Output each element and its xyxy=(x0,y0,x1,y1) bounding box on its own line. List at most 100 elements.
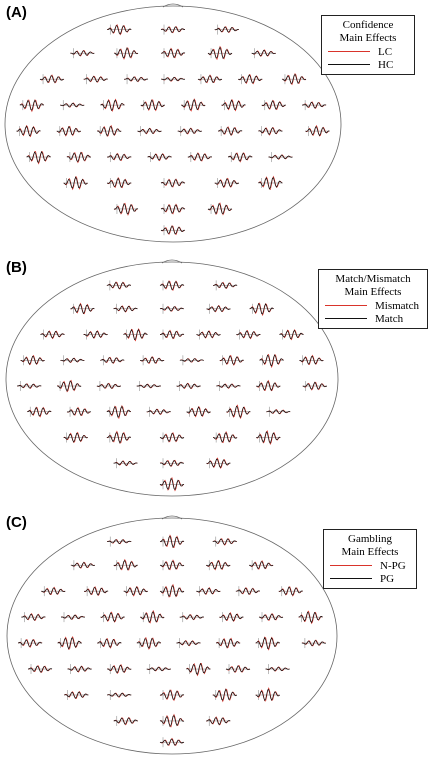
electrode-waveform xyxy=(160,74,186,85)
panel-b: (B) Match/Mismatch Main Effects Mismatch… xyxy=(0,255,445,505)
electrode-waveform xyxy=(113,47,139,60)
electrode-waveform xyxy=(20,354,45,366)
legend-swatch-red xyxy=(325,305,367,306)
electrode-waveform xyxy=(63,431,88,444)
electrode-waveform xyxy=(27,406,52,418)
legend-entry: LC xyxy=(328,45,408,58)
electrode-waveform xyxy=(159,303,185,314)
electrode-waveform xyxy=(177,126,202,137)
panel-a: (A) Confidence Main Effects LC HC xyxy=(0,0,445,250)
electrode-waveform xyxy=(100,611,125,623)
nose-outline xyxy=(162,3,184,8)
electrode-waveform xyxy=(123,328,148,342)
electrode-waveform xyxy=(186,662,211,677)
electrode-waveform xyxy=(139,355,165,366)
electrode-waveform xyxy=(259,353,284,369)
legend: Confidence Main Effects LC HC xyxy=(321,15,415,75)
electrode-waveform xyxy=(159,477,185,492)
electrode-waveform xyxy=(207,45,233,61)
electrode-waveform xyxy=(299,354,324,366)
electrode-waveform xyxy=(159,559,185,571)
electrode-waveform xyxy=(16,124,41,138)
electrode-waveform xyxy=(19,99,45,113)
electrode-waveform xyxy=(159,689,185,702)
electrode-waveform xyxy=(146,664,171,675)
head-outline xyxy=(4,5,342,243)
electrode-waveform xyxy=(258,175,283,191)
electrode-waveform xyxy=(235,586,261,597)
electrode-waveform xyxy=(197,74,223,85)
electrode-waveform xyxy=(159,583,185,598)
electrode-waveform xyxy=(159,534,185,549)
electrode-waveform xyxy=(251,48,276,59)
electrode-waveform xyxy=(266,406,291,417)
electrode-waveform xyxy=(83,586,109,597)
legend: Match/Mismatch Main Effects Mismatch Mat… xyxy=(318,269,428,329)
head-outline xyxy=(6,517,338,755)
head-outline xyxy=(5,261,339,497)
electrode-waveform xyxy=(66,406,92,417)
head-topomap-a xyxy=(4,3,342,243)
electrode-waveform xyxy=(146,406,171,417)
legend-entry-label: Match xyxy=(375,312,404,325)
electrode-waveform xyxy=(70,48,95,59)
electrode-waveform xyxy=(302,100,327,111)
electrode-waveform xyxy=(66,151,91,164)
electrode-waveform xyxy=(206,715,231,726)
electrode-waveform xyxy=(207,202,233,216)
electrode-waveform xyxy=(140,99,165,112)
electrode-waveform xyxy=(97,637,122,649)
legend-title-line: Match/Mismatch xyxy=(335,273,411,285)
electrode-waveform xyxy=(160,178,186,188)
electrode-waveform xyxy=(265,664,290,675)
electrode-waveform xyxy=(160,24,186,35)
legend-entry: HC xyxy=(328,58,408,71)
electrode-waveform xyxy=(56,125,82,137)
electrode-waveform xyxy=(123,585,148,597)
electrode-waveform xyxy=(106,280,132,291)
electrode-waveform xyxy=(39,74,65,85)
electrode-waveform xyxy=(56,379,82,393)
electrode-waveform xyxy=(206,457,231,469)
electrode-waveform xyxy=(258,612,284,623)
electrode-waveform xyxy=(159,329,185,340)
electrode-waveform xyxy=(196,329,221,340)
electrode-waveform xyxy=(60,355,85,366)
legend-entry: N-PG xyxy=(330,559,410,572)
electrode-waveform xyxy=(249,302,274,317)
electrode-waveform xyxy=(179,355,204,366)
legend-entry: Mismatch xyxy=(325,299,421,312)
electrode-waveform xyxy=(176,638,201,649)
electrode-waveform xyxy=(179,612,204,623)
electrode-waveform xyxy=(255,636,280,651)
electrode-waveform xyxy=(136,381,161,392)
electrode-waveform xyxy=(113,558,138,571)
electrode-waveform xyxy=(225,664,251,675)
electrode-waveform xyxy=(63,176,88,191)
electrode-waveform xyxy=(123,74,149,85)
legend-title-line: Main Effects xyxy=(339,32,397,44)
electrode-waveform xyxy=(278,586,303,597)
electrode-waveform xyxy=(212,430,238,444)
electrode-waveform xyxy=(41,586,66,597)
electrode-waveform xyxy=(60,612,86,623)
electrode-waveform xyxy=(238,74,263,85)
electrode-waveform xyxy=(113,202,139,216)
electrode-waveform xyxy=(137,126,162,137)
electrode-waveform xyxy=(160,225,186,236)
electrode-waveform xyxy=(212,688,238,703)
electrode-waveform xyxy=(219,612,244,623)
electrode-waveform xyxy=(160,203,186,215)
electrode-waveform xyxy=(301,638,326,649)
electrode-waveform xyxy=(21,612,46,623)
electrode-waveform xyxy=(268,152,293,163)
electrode-waveform xyxy=(236,329,261,340)
electrode-waveform xyxy=(113,303,138,314)
electrode-waveform xyxy=(26,151,51,165)
electrode-waveform xyxy=(83,74,108,85)
electrode-waveform xyxy=(113,715,138,726)
head-topomap-b xyxy=(5,259,339,497)
electrode-waveform xyxy=(17,381,42,392)
electrode-waveform xyxy=(70,560,96,571)
electrode-waveform xyxy=(70,302,95,315)
